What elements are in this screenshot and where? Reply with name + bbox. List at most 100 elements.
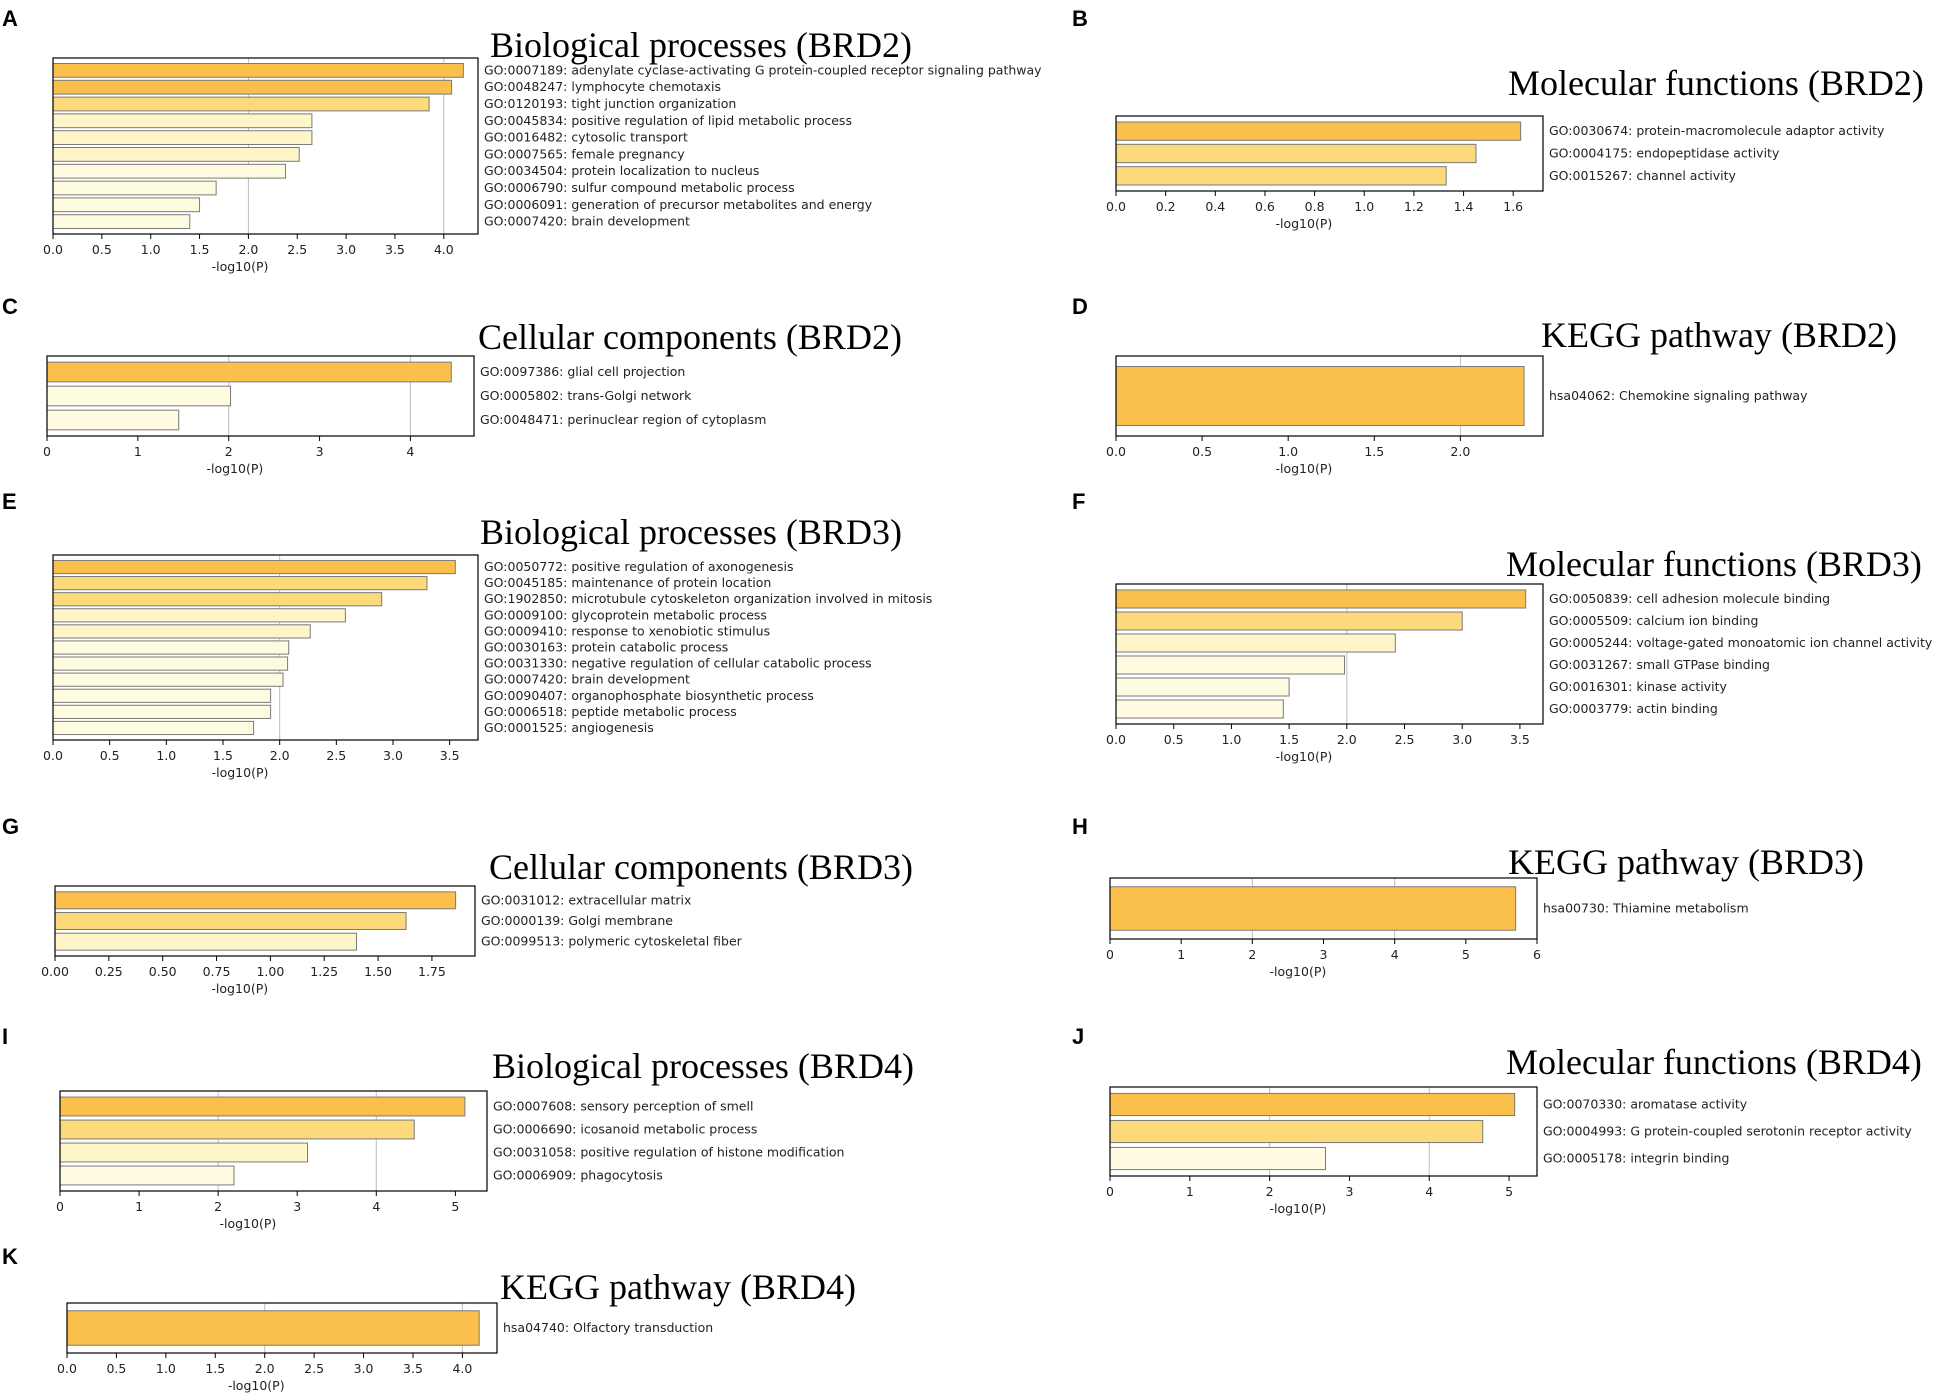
bar-label: GO:0030674: protein-macromolecule adapto… [1549, 123, 1885, 138]
bar [59, 1165, 235, 1186]
bar [52, 96, 430, 112]
panel-d: D KEGG pathway (BRD2) hsa04062: Chemokine … [1072, 294, 1897, 476]
x-tick-label: 3 [1345, 1184, 1353, 1199]
panel-letter: D [1072, 294, 1088, 319]
bar-label: GO:0048247: lymphocyte chemotaxis [484, 79, 721, 94]
bar-label: GO:0004175: endopeptidase activity [1549, 146, 1780, 161]
bar-label: GO:0120193: tight junction organization [484, 96, 736, 111]
x-tick-label: 1 [1177, 947, 1185, 962]
bar [1115, 143, 1477, 164]
x-tick-label: 4 [1391, 947, 1399, 962]
x-tick-label: 0.8 [1305, 199, 1325, 214]
x-tick-label: 0.0 [1106, 732, 1126, 747]
x-tick-label: 4 [1425, 1184, 1433, 1199]
x-tick-label: 3.0 [383, 748, 403, 763]
bar-label: GO:0031058: positive regulation of histo… [493, 1145, 844, 1160]
plot-frame [52, 57, 479, 235]
x-tick-label: 3.0 [1452, 732, 1472, 747]
x-tick-label: 4 [406, 444, 414, 459]
x-tick-label: 1.5 [213, 748, 233, 763]
panel-f: F Molecular functions (BRD3) GO:0050839: c… [1072, 489, 1933, 764]
plot-frame [1115, 355, 1544, 437]
x-tick-label: 4.0 [434, 242, 454, 257]
bar-label: GO:0001525: angiogenesis [484, 720, 654, 735]
bar [52, 704, 272, 719]
x-tick-label: 2.0 [238, 242, 258, 257]
x-tick-label: 2.5 [287, 242, 307, 257]
x-tick-label: 0.0 [1106, 199, 1126, 214]
bar-label: GO:0005178: integrin binding [1543, 1151, 1729, 1166]
x-tick-label: 0 [1106, 947, 1114, 962]
bar [52, 608, 346, 623]
x-tick-label: 2 [225, 444, 233, 459]
bar [52, 640, 290, 655]
bar [46, 385, 232, 407]
bar-label: GO:0007420: brain development [484, 672, 690, 687]
bar-label: GO:0005509: calcium ion binding [1549, 613, 1758, 628]
bar [1115, 121, 1522, 141]
bar [52, 576, 428, 591]
x-tick-label: 0.0 [57, 1361, 77, 1376]
x-tick-label: 0.6 [1255, 199, 1275, 214]
x-tick-label: 0.0 [1106, 444, 1126, 459]
bar [46, 409, 180, 431]
bar [52, 63, 464, 78]
panel-g: G Cellular components (BRD3) GO:0031012: e… [2, 814, 913, 996]
x-tick-label: 4.0 [452, 1361, 472, 1376]
x-axis-label: -log10(P) [1275, 216, 1332, 231]
bar-label: GO:1902850: microtubule cytoskeleton org… [484, 591, 932, 606]
bar [1115, 589, 1527, 609]
x-tick-label: 3 [316, 444, 324, 459]
bar [1115, 365, 1525, 427]
x-tick-label: 1 [134, 444, 142, 459]
bar [52, 113, 313, 129]
bar-label: hsa04062: Chemokine signaling pathway [1549, 388, 1808, 403]
bar [52, 163, 287, 179]
bar [1109, 1119, 1484, 1144]
panel-letter: F [1072, 489, 1085, 514]
panel-letter: I [2, 1024, 8, 1049]
panel-letter: H [1072, 814, 1088, 839]
x-tick-label: 0.2 [1156, 199, 1176, 214]
x-axis-label: -log10(P) [211, 981, 268, 996]
bar [52, 720, 255, 736]
panel-letter: K [2, 1244, 18, 1269]
bar-label: GO:0045834: positive regulation of lipid… [484, 113, 852, 128]
bar-label: GO:0009100: glycoprotein metabolic proce… [484, 607, 767, 622]
chart-title: Molecular functions (BRD3) [1506, 544, 1922, 584]
bar [52, 624, 311, 639]
bar-label: GO:0070330: aromatase activity [1543, 1097, 1748, 1112]
panel-k: K KEGG pathway (BRD4) hsa04740: Olfactory … [2, 1244, 856, 1393]
chart-title: KEGG pathway (BRD4) [500, 1267, 856, 1307]
panel-b: B Molecular functions (BRD2) GO:0030674: p… [1072, 6, 1924, 231]
x-tick-label: 0 [56, 1199, 64, 1214]
bar-label: hsa00730: Thiamine metabolism [1543, 901, 1749, 916]
x-tick-label: 1.5 [190, 242, 210, 257]
bar-label: GO:0015267: channel activity [1549, 168, 1736, 183]
panel-i: I Biological processes (BRD4) GO:0007608: … [2, 1024, 914, 1231]
bar-label: GO:0016482: cytosolic transport [484, 130, 688, 145]
panel-letter: G [2, 814, 19, 839]
bar-label: GO:0097386: glial cell projection [480, 364, 685, 379]
x-tick-label: 2.0 [270, 748, 290, 763]
x-tick-label: 0.0 [43, 242, 63, 257]
bar [52, 214, 191, 229]
panel-c: C Cellular components (BRD2) GO:0097386: g… [2, 294, 902, 476]
bar [52, 688, 272, 703]
x-tick-label: 3.0 [354, 1361, 374, 1376]
bar-label: GO:0050772: positive regulation of axono… [484, 559, 794, 574]
x-tick-label: 1.0 [1354, 199, 1374, 214]
plot-frame [1109, 1086, 1538, 1177]
bar [59, 1096, 466, 1117]
x-tick-label: 1.5 [205, 1361, 225, 1376]
bar [52, 147, 300, 162]
bar [46, 361, 452, 383]
x-tick-label: 0.5 [106, 1361, 126, 1376]
bar-label: GO:0050839: cell adhesion molecule bindi… [1549, 591, 1830, 606]
x-tick-label: 1.6 [1503, 199, 1523, 214]
panel-e: E Biological processes (BRD3) GO:0050772: … [2, 489, 932, 780]
bar [54, 891, 457, 910]
bar [52, 130, 313, 145]
bar [1115, 699, 1284, 719]
x-tick-label: 1 [135, 1199, 143, 1214]
